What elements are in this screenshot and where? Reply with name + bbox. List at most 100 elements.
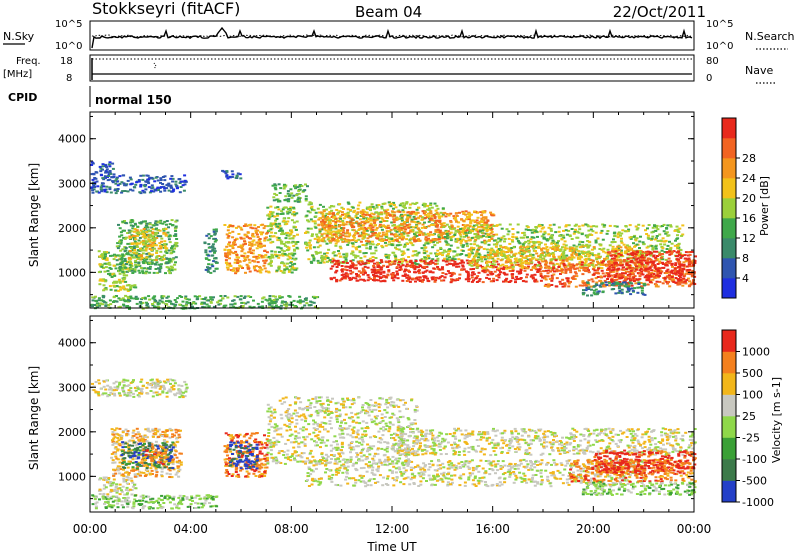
echo-cell: [540, 273, 543, 275]
echo-cell: [137, 270, 140, 272]
echo-cell: [601, 270, 604, 272]
echo-cell: [540, 266, 543, 268]
echo-cell: [171, 269, 174, 271]
echo-cell: [417, 217, 420, 219]
echo-cell: [224, 249, 227, 251]
echo-cell: [157, 235, 160, 237]
echo-cell: [385, 245, 388, 247]
echo-cell: [211, 248, 214, 250]
echo-cell: [419, 259, 422, 261]
echo-cell: [331, 265, 334, 267]
echo-cell: [139, 186, 142, 188]
echo-cell: [488, 244, 491, 246]
echo-cell: [293, 235, 296, 237]
echo-cell: [278, 223, 281, 225]
echo-cell: [143, 221, 146, 223]
echo-cell: [380, 276, 383, 278]
echo-cell: [377, 204, 380, 206]
echo-cell: [136, 235, 139, 237]
echo-cell: [236, 256, 239, 258]
echo-cell: [121, 221, 124, 223]
echo-cell: [653, 277, 656, 279]
echo-cell: [305, 198, 308, 200]
echo-cell: [155, 228, 158, 230]
echo-cell: [288, 256, 291, 258]
echo-cell: [227, 243, 230, 245]
echo-cell: [385, 261, 388, 263]
echo-cell: [448, 272, 451, 274]
echo-cell: [620, 238, 623, 240]
echo-cell: [563, 246, 566, 248]
echo-cell: [678, 243, 681, 245]
echo-cell: [289, 233, 292, 235]
echo-cell: [468, 217, 471, 219]
echo-cell: [483, 256, 486, 258]
echo-cell: [401, 224, 404, 226]
echo-cell: [467, 237, 470, 239]
echo-cell: [328, 217, 331, 219]
echo-cell: [488, 271, 491, 273]
echo-cell: [272, 196, 275, 198]
echo-cell: [592, 281, 595, 283]
echo-cell: [366, 230, 369, 232]
echo-cell: [319, 204, 322, 206]
echo-cell: [540, 254, 543, 256]
echo-cell: [578, 228, 581, 230]
echo-cell: [92, 192, 95, 194]
echo-cell: [142, 175, 145, 177]
echo-cell: [470, 250, 473, 252]
echo-cell: [424, 217, 427, 219]
echo-cell: [291, 237, 294, 239]
echo-cell: [124, 250, 127, 252]
echo-cell: [322, 216, 325, 218]
echo-cell: [636, 229, 639, 231]
echo-cell: [101, 264, 104, 266]
echo-cell: [482, 267, 485, 269]
echo-cell: [323, 221, 326, 223]
echo-cell: [298, 193, 301, 195]
echo-cell: [342, 276, 345, 278]
echo-cell: [391, 277, 394, 279]
echo-cell: [283, 218, 286, 220]
echo-cell: [345, 223, 348, 225]
echo-cell: [128, 284, 131, 286]
echo-cell: [227, 235, 230, 237]
echo-cell: [501, 264, 504, 266]
echo-cell: [647, 284, 650, 286]
echo-cell: [275, 194, 278, 196]
echo-cell: [276, 213, 279, 215]
echo-cell: [278, 254, 281, 256]
echo-cell: [327, 257, 330, 259]
echo-cell: [507, 233, 510, 235]
echo-cell: [607, 249, 610, 251]
echo-cell: [603, 258, 606, 260]
echo-cell: [557, 270, 560, 272]
echo-cell: [349, 270, 352, 272]
echo-cell: [556, 249, 559, 251]
echo-cell: [287, 193, 290, 195]
echo-cell: [363, 231, 366, 233]
echo-cell: [240, 229, 243, 231]
echo-cell: [228, 253, 231, 255]
echo-cell: [489, 252, 492, 254]
echo-cell: [418, 234, 421, 236]
echo-cell: [136, 232, 139, 234]
echo-cell: [593, 269, 596, 271]
echo-cell: [686, 269, 689, 271]
echo-cell: [436, 224, 439, 226]
echo-cell: [512, 266, 515, 268]
echo-cell: [485, 262, 488, 264]
echo-cell: [329, 227, 332, 229]
echo-cell: [456, 215, 459, 217]
echo-cell: [167, 232, 170, 234]
echo-cell: [339, 247, 342, 249]
echo-cell: [391, 261, 394, 263]
echo-cell: [312, 259, 315, 261]
echo-cell: [484, 222, 487, 224]
echo-cell: [419, 240, 422, 242]
echo-cell: [430, 213, 433, 215]
echo-cell: [505, 247, 508, 249]
echo-cell: [518, 252, 521, 254]
echo-cell: [156, 224, 159, 226]
echo-cell: [142, 230, 145, 232]
